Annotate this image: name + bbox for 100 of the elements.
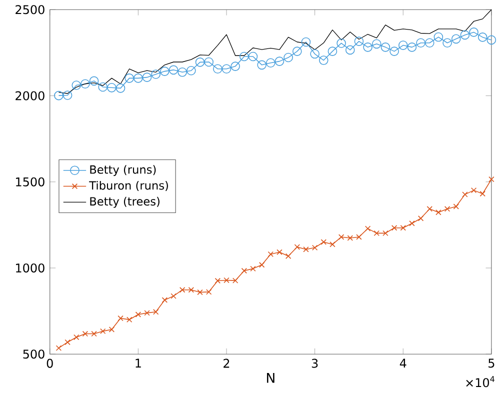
point — [100, 328, 106, 334]
point — [54, 90, 64, 100]
point — [162, 297, 168, 303]
point — [258, 262, 265, 268]
x-tick-label: 3 — [312, 358, 318, 368]
x-axis-title: N — [266, 372, 274, 383]
point — [108, 326, 115, 332]
point — [382, 230, 388, 236]
point — [276, 249, 282, 255]
point — [462, 192, 468, 198]
point — [398, 40, 408, 50]
x-tick-label: 2 — [224, 358, 230, 368]
point — [470, 187, 477, 194]
point — [488, 176, 494, 182]
point — [363, 42, 372, 52]
point — [409, 220, 415, 226]
point — [434, 32, 444, 42]
point — [407, 42, 417, 52]
point — [151, 70, 161, 79]
point — [240, 52, 249, 62]
point — [451, 34, 461, 44]
point — [82, 330, 88, 337]
point — [330, 242, 336, 248]
point — [72, 80, 82, 90]
x-tick-label: 5 — [488, 358, 494, 368]
legend-label: Betty (trees) — [90, 196, 160, 208]
point — [374, 230, 380, 236]
point — [56, 345, 62, 351]
point — [318, 56, 328, 65]
point — [126, 316, 132, 322]
point — [257, 60, 266, 70]
point — [134, 74, 143, 83]
point — [98, 82, 108, 92]
point — [62, 90, 72, 100]
y-tick-label: 2000 — [16, 91, 44, 100]
point — [338, 234, 344, 240]
point — [356, 234, 362, 240]
point — [204, 57, 214, 67]
point — [118, 315, 124, 322]
point — [266, 58, 276, 68]
point — [144, 310, 150, 316]
point — [74, 334, 80, 340]
point — [153, 309, 159, 315]
point — [442, 38, 452, 48]
x-tick-label: 4 — [400, 358, 406, 368]
point — [241, 268, 248, 274]
point — [480, 190, 486, 197]
point — [285, 253, 292, 259]
point — [160, 66, 170, 76]
point — [64, 339, 70, 346]
point — [250, 266, 256, 272]
point — [268, 251, 274, 258]
point — [436, 210, 442, 216]
point — [347, 235, 353, 241]
point — [224, 277, 230, 284]
point — [312, 244, 318, 251]
point — [107, 83, 116, 92]
point — [354, 36, 364, 46]
point — [418, 216, 424, 222]
point — [310, 49, 320, 59]
point — [135, 312, 142, 318]
point — [336, 38, 346, 48]
x-tick-label: 1 — [136, 358, 141, 368]
point — [197, 289, 203, 296]
y-tick-label: 1500 — [16, 177, 44, 186]
point — [178, 68, 187, 77]
text: ×10$^{4}$ — [466, 376, 494, 388]
point — [116, 84, 126, 93]
point — [486, 35, 496, 45]
y-tick-label: 500 — [23, 350, 44, 359]
point — [213, 64, 222, 74]
point — [142, 72, 152, 82]
y-tick-label: 1000 — [16, 263, 44, 273]
point — [232, 278, 238, 284]
point — [320, 239, 326, 245]
point — [391, 225, 398, 231]
point — [274, 56, 284, 66]
point — [416, 38, 426, 48]
x-tick-label: 0 — [46, 358, 53, 368]
y-tick-label: 2500 — [16, 5, 44, 14]
legend-label: Tiburon (runs) — [89, 180, 168, 192]
point — [230, 62, 240, 71]
point — [364, 226, 371, 232]
point — [380, 42, 390, 52]
point — [328, 46, 338, 56]
point — [345, 45, 355, 55]
point — [91, 330, 97, 337]
point — [170, 293, 176, 299]
point — [292, 46, 302, 56]
legend-label: Betty (runs) — [90, 165, 156, 176]
point — [214, 278, 221, 284]
point — [124, 74, 134, 83]
point — [188, 287, 194, 293]
point — [195, 58, 205, 67]
point — [453, 204, 459, 210]
point — [284, 52, 293, 62]
point — [222, 64, 232, 74]
point — [460, 30, 470, 40]
point — [426, 206, 432, 212]
point — [400, 225, 406, 231]
